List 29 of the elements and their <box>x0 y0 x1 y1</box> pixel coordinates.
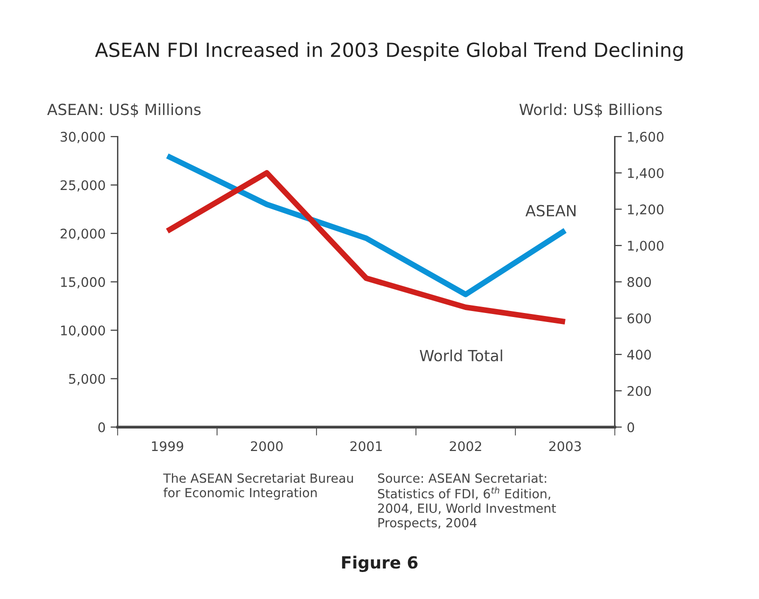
y2-axis-title: World: US$ Billions <box>519 103 662 118</box>
y2-tick-label: 200 <box>628 386 651 396</box>
y-tick-label: 0 <box>98 422 105 432</box>
y-tick-label: 25,000 <box>60 180 105 192</box>
y-tick-label: 30,000 <box>60 132 105 144</box>
y-tick-label: 5,000 <box>69 374 105 386</box>
y2-tick-label: 0 <box>627 422 634 432</box>
series-label: ASEAN <box>525 204 576 216</box>
x-tick-label: 2002 <box>450 441 482 452</box>
source-note: Source: ASEAN Secretariat: Statistics of FDI, 6$^{th}$ Edition, 2004, EIU, World Investment Prospects, 2004 <box>378 473 556 530</box>
y-tick-label: 15,000 <box>61 277 105 288</box>
y2-tick-label: 1,200 <box>628 204 664 216</box>
caption: Figure 6 <box>342 556 418 572</box>
y-tick-label: 10,000 <box>61 325 105 337</box>
y2-tick-label: 400 <box>627 350 651 360</box>
x-tick-label: 1999 <box>152 441 184 452</box>
x-tick-label: 2000 <box>250 441 283 452</box>
text: World Total <box>420 350 502 362</box>
y2-tick-label: 1,400 <box>628 168 664 180</box>
y-tick-label: 20,000 <box>60 228 105 240</box>
x-tick-label: 2001 <box>350 441 382 452</box>
y2-tick-label: 1,000 <box>628 240 664 252</box>
y2-tick-label: 1,600 <box>628 132 664 144</box>
chart-title: ASEAN FDI Increased in 2003 Despite Global Trend Declining <box>95 42 682 61</box>
x-tick-label: 2003 <box>549 441 581 452</box>
y2-tick-label: 600 <box>628 313 651 324</box>
text: The ASEAN Secretariat Bureau for Economic Integration <box>163 473 353 500</box>
y2-tick-label: 800 <box>627 277 651 288</box>
y-axis-title: ASEAN: US$ Millions <box>47 103 201 118</box>
